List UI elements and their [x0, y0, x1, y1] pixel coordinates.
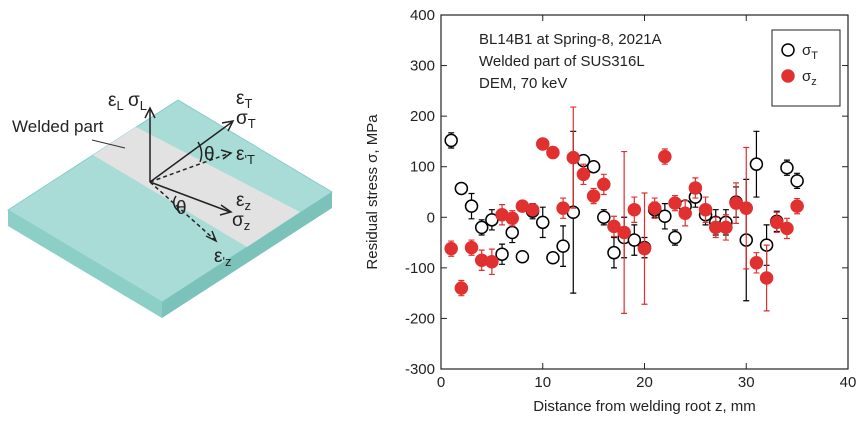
- point: [790, 199, 804, 213]
- point: [597, 210, 611, 225]
- point: [536, 137, 550, 151]
- legend-box: [771, 29, 841, 107]
- y-tick-label: -100: [405, 260, 435, 277]
- x-tick-label: 10: [534, 374, 551, 391]
- point: [617, 225, 631, 240]
- annotation: Welded part of SUS316L: [479, 53, 645, 70]
- diagram: Welded part: [7, 99, 333, 318]
- diagram-label: εz: [236, 190, 251, 213]
- y-tick-label: 0: [427, 209, 435, 226]
- point: [464, 199, 479, 213]
- point: [505, 225, 519, 240]
- point: [454, 281, 469, 295]
- point: [576, 167, 591, 182]
- point: [536, 215, 550, 230]
- point: [485, 255, 499, 269]
- point: [739, 201, 753, 215]
- point: [474, 220, 489, 235]
- point: [698, 202, 713, 217]
- point: [505, 211, 519, 226]
- point: [719, 220, 733, 235]
- point: [637, 241, 652, 256]
- point: [780, 221, 794, 236]
- y-tick-label: 100: [410, 159, 435, 176]
- point: [556, 239, 570, 253]
- diagram-label: σz: [232, 210, 250, 233]
- legend-label: σT: [802, 42, 818, 62]
- y-axis-label: Residual stress σ, MPa: [364, 114, 381, 270]
- point: [647, 201, 662, 215]
- point: [597, 177, 611, 192]
- point: [607, 245, 621, 260]
- point: [464, 240, 479, 255]
- diagram-label: εL: [108, 90, 124, 113]
- point: [627, 202, 642, 217]
- slab-side: [162, 192, 332, 318]
- y-tick-label: -300: [405, 361, 435, 378]
- leader-line: [91, 139, 126, 149]
- point: [566, 150, 581, 165]
- x-tick-label: 30: [738, 374, 755, 391]
- point: [546, 250, 560, 265]
- point: [586, 159, 601, 174]
- point: [770, 215, 784, 230]
- diagram-label: ε'z: [214, 246, 231, 269]
- point: [556, 201, 570, 215]
- weld-band: [93, 127, 300, 247]
- part-label: Welded part: [12, 117, 104, 136]
- point: [586, 189, 601, 203]
- y-tick-label: -200: [405, 310, 435, 327]
- diagram-label: ε'T: [236, 144, 255, 167]
- axes-arrows: [144, 106, 235, 243]
- slab-front: [8, 210, 162, 318]
- point: [759, 271, 774, 285]
- annotation: BL14B1 at Spring-8, 2021A: [479, 31, 662, 48]
- point: [454, 181, 469, 196]
- point: [444, 241, 458, 256]
- x-tick-label: 40: [840, 374, 857, 391]
- point: [546, 145, 560, 160]
- legend-marker: [781, 43, 795, 57]
- diagram-label: σL: [128, 90, 147, 113]
- point: [658, 149, 672, 164]
- diagram-label: σT: [236, 108, 256, 131]
- diagram-label: εT: [236, 88, 252, 111]
- point: [688, 181, 703, 195]
- point: [790, 174, 804, 188]
- point: [658, 209, 672, 224]
- y-tick-label: 200: [410, 108, 435, 125]
- diagram-label: θ: [204, 144, 215, 165]
- x-axis-label: Distance from welding root z, mm: [533, 398, 756, 415]
- x-tick-label: 0: [437, 374, 445, 391]
- point: [668, 196, 682, 210]
- legend-marker: [781, 69, 795, 83]
- point: [607, 219, 621, 234]
- point: [749, 256, 764, 270]
- y-tick-label: 300: [410, 58, 435, 75]
- diagram-label: θ: [176, 198, 187, 219]
- x-tick-label: 20: [636, 374, 653, 391]
- point: [678, 206, 692, 220]
- legend-label: σz: [802, 68, 817, 88]
- point: [515, 249, 530, 264]
- point: [749, 157, 764, 171]
- point: [668, 230, 682, 245]
- y-tick-label: 400: [410, 7, 435, 24]
- point: [525, 202, 540, 217]
- point: [444, 133, 458, 148]
- point: [780, 160, 794, 175]
- point: [495, 247, 509, 261]
- point: [627, 233, 642, 247]
- annotation: DEM, 70 keV: [479, 75, 567, 92]
